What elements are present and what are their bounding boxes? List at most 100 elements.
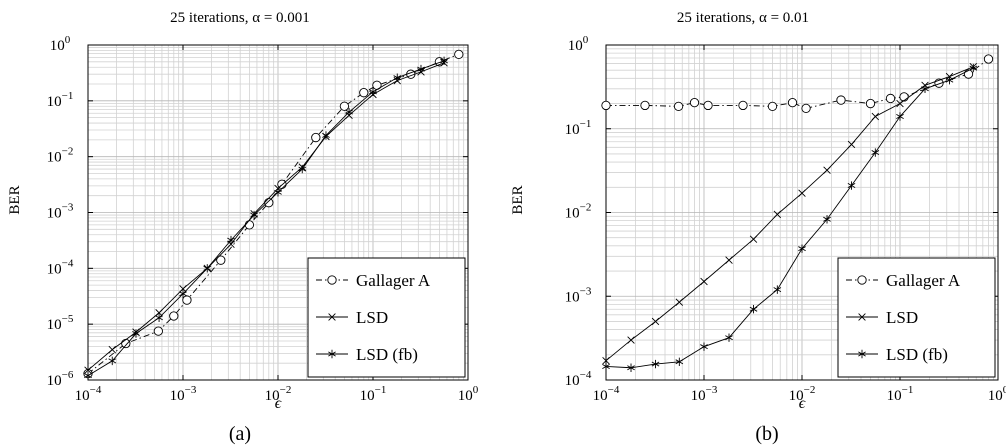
series-line	[605, 67, 974, 369]
data-point	[798, 189, 806, 197]
data-point	[725, 256, 733, 264]
data-point	[675, 298, 684, 306]
figure-caption: (b)	[755, 423, 778, 445]
data-point	[298, 164, 307, 174]
plot-area: 10−4 10−3 10−2 10−1 10010−610−510−410−310−21…	[47, 34, 479, 404]
data-point	[250, 210, 258, 220]
data-point	[865, 98, 876, 109]
data-point	[969, 63, 978, 73]
data-point	[847, 140, 856, 149]
x-tick-label: 10−3	[170, 384, 197, 404]
chart-title: 25 iterations, α = 0.01	[677, 10, 809, 26]
legend-label: LSD (fb)	[886, 345, 948, 364]
legend-label: LSD (fb)	[356, 345, 418, 364]
data-point	[725, 333, 733, 342]
legend-entry: LSD	[316, 308, 388, 327]
data-point	[393, 73, 402, 82]
data-point	[899, 92, 909, 102]
data-point	[773, 285, 782, 294]
data-point	[885, 93, 896, 104]
y-tick-label: 10−3	[47, 202, 74, 222]
y-tick-label: 10−4	[47, 257, 74, 277]
data-point	[703, 100, 713, 111]
data-point	[871, 112, 880, 121]
data-point	[767, 101, 778, 112]
legend: Gallager A LSD LSD (fb)	[307, 257, 466, 378]
data-point	[700, 342, 708, 351]
data-point	[798, 244, 806, 253]
data-point	[345, 107, 353, 117]
series-line	[605, 66, 974, 362]
legend-entry: LSD	[846, 308, 918, 327]
data-point	[84, 366, 92, 374]
data-point	[369, 87, 377, 97]
data-point	[602, 362, 610, 371]
legend-label: Gallager A	[356, 271, 431, 290]
plot-area: 10−4 10−3 10−2 10−1 10010−410−310−210−1100Ga…	[565, 34, 1006, 404]
panel-b: 25 iterations, α = 0.01 10−4 10−3 10−2 10−1…	[510, 10, 1006, 445]
data-point	[311, 132, 321, 143]
data-point	[675, 357, 684, 366]
data-point	[179, 289, 187, 298]
chart-title: 25 iterations, α = 0.001	[170, 10, 310, 26]
series-line	[606, 58, 989, 109]
data-point	[417, 64, 425, 74]
data-point	[169, 311, 179, 321]
legend-marker	[858, 313, 866, 321]
data-point	[227, 235, 235, 245]
x-axis-label: ϵ	[275, 395, 282, 412]
legend-entry: Gallager A	[846, 271, 961, 290]
data-point	[132, 329, 140, 338]
data-point	[963, 69, 974, 79]
x-tick-label: 10−3	[691, 384, 718, 404]
y-axis-label: BER	[7, 185, 23, 214]
data-point	[801, 103, 811, 114]
data-point	[627, 363, 635, 372]
data-point	[84, 371, 92, 380]
data-point	[836, 95, 846, 105]
data-point	[738, 100, 748, 111]
y-tick-label: 10−1	[565, 118, 592, 138]
y-tick-label: 10−1	[47, 90, 74, 110]
data-point	[749, 235, 758, 243]
legend: Gallager A LSD LSD (fb)	[837, 257, 996, 378]
grid	[605, 45, 998, 381]
legend-marker	[858, 349, 866, 359]
legend-label: LSD	[886, 308, 918, 327]
data-point	[601, 100, 611, 111]
legend-entry: LSD (fb)	[316, 345, 418, 364]
data-point	[339, 101, 350, 111]
data-point	[896, 112, 904, 121]
data-point	[787, 97, 798, 108]
data-point	[640, 100, 650, 111]
series-line	[87, 62, 445, 371]
data-point	[627, 336, 635, 344]
data-point	[108, 345, 116, 354]
legend-marker	[327, 275, 337, 285]
data-point	[921, 84, 929, 93]
figure-caption: (a)	[229, 423, 251, 445]
data-point	[440, 56, 448, 66]
data-point	[896, 99, 904, 108]
x-tick-label: 100	[458, 384, 479, 404]
legend-marker	[328, 313, 336, 321]
data-point	[823, 166, 831, 174]
x-tick-label: 100	[988, 384, 1006, 404]
data-point	[216, 255, 226, 265]
data-point	[983, 54, 994, 64]
legend-entry: LSD (fb)	[846, 345, 948, 364]
y-tick-label: 10−2	[47, 146, 74, 166]
data-point	[651, 317, 660, 326]
y-tick-label: 10−6	[47, 369, 74, 389]
data-point	[847, 181, 856, 190]
y-tick-label: 100	[568, 34, 589, 54]
data-point	[203, 264, 212, 273]
x-tick-label: 10−1	[887, 384, 914, 404]
legend-label: Gallager A	[886, 271, 961, 290]
data-point	[871, 148, 880, 157]
y-tick-label: 10−3	[565, 285, 592, 305]
data-point	[121, 338, 131, 349]
data-point	[359, 88, 369, 98]
x-tick-label: 10−4	[75, 384, 102, 404]
data-point	[274, 188, 282, 197]
